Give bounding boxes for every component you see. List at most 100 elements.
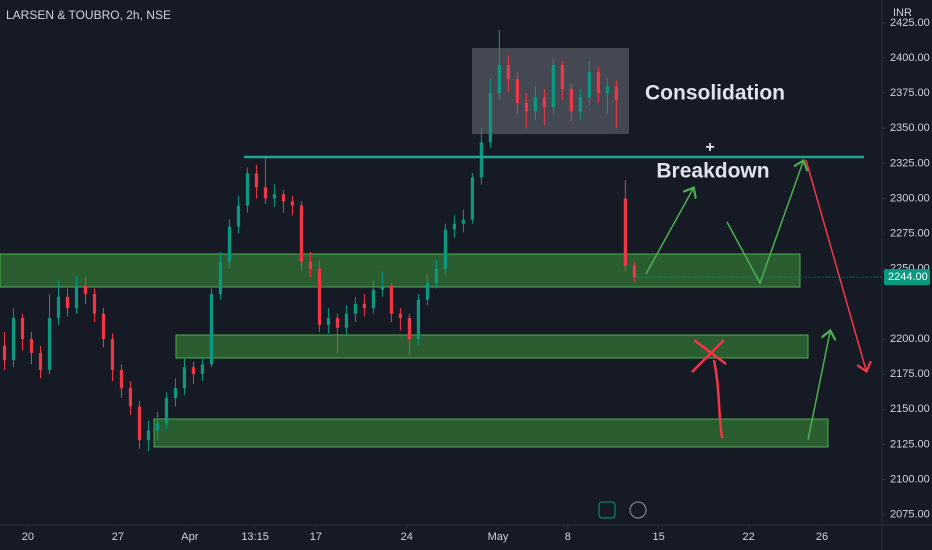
candle-body	[272, 194, 277, 199]
candle-body	[29, 338, 34, 354]
x-tick-label: 27	[112, 531, 124, 543]
candle-body	[281, 194, 286, 202]
candle-body	[407, 317, 412, 339]
candle-body	[416, 299, 421, 339]
candle-body	[128, 388, 133, 407]
currency: INR	[893, 7, 912, 19]
arrow	[805, 159, 866, 370]
candle-body	[119, 369, 124, 389]
y-tick-label: 2100.00	[890, 473, 930, 485]
candle-body	[587, 72, 591, 98]
candle-body	[236, 205, 241, 227]
candle-body	[254, 173, 259, 188]
candle-body	[74, 285, 79, 309]
candle-body	[263, 187, 268, 199]
candle-body	[218, 261, 223, 295]
candle-body	[560, 65, 564, 89]
candle-body	[209, 294, 214, 365]
cross-mark	[691, 339, 727, 439]
y-tick-label: 2375.00	[890, 87, 930, 99]
consolidation-box	[472, 48, 629, 134]
candle-body	[614, 86, 618, 101]
candle-body	[308, 261, 313, 269]
candle-body	[326, 317, 331, 325]
candle-body	[389, 285, 394, 314]
x-tick-label: 22	[743, 531, 755, 543]
arrow	[645, 189, 693, 275]
support-zone	[175, 334, 809, 359]
candle-body	[146, 430, 151, 441]
candle-body	[299, 205, 304, 262]
candle-body	[596, 72, 600, 94]
candle-body	[479, 142, 483, 178]
candle-body	[452, 223, 456, 230]
support-zone	[0, 253, 801, 288]
candle-body	[92, 294, 97, 314]
y-tick-label: 2200.00	[890, 333, 930, 345]
arrow	[726, 162, 803, 285]
candle-body	[317, 268, 322, 325]
candle-body	[461, 219, 465, 224]
y-tick-label: 2350.00	[890, 122, 930, 134]
x-tick-label: 17	[310, 531, 322, 543]
y-tick-label: 2175.00	[890, 368, 930, 380]
icon[interactable]	[629, 501, 647, 519]
candle-body	[353, 303, 358, 314]
candle-body	[110, 338, 115, 370]
candle-body	[182, 367, 187, 389]
candle-body	[137, 406, 142, 441]
candle-body	[227, 226, 232, 262]
candle-body	[434, 268, 439, 283]
last-price-box	[884, 269, 930, 286]
icon[interactable]	[598, 501, 616, 519]
candle-body	[488, 93, 492, 143]
candle-body	[335, 317, 340, 328]
drawings	[244, 155, 866, 441]
candle-body	[164, 397, 169, 424]
candle-body	[101, 313, 106, 339]
y-tick-label: 2150.00	[890, 403, 930, 415]
candle-body	[173, 388, 178, 398]
candle-body	[542, 97, 546, 108]
candle-body	[344, 313, 349, 328]
candle-body	[632, 265, 636, 278]
candle-body	[83, 285, 88, 295]
x-tick-label: 13:15	[241, 531, 269, 543]
candle-body	[425, 282, 430, 300]
candle-body	[371, 289, 376, 309]
last-price-label: 2244.00	[888, 271, 928, 283]
x-tick-label: 8	[565, 531, 571, 543]
candle-body	[515, 79, 519, 103]
x-tick-label: 24	[401, 531, 413, 543]
arrow	[807, 332, 830, 441]
x-tick-label: 20	[22, 531, 34, 543]
candle-body	[47, 317, 52, 370]
candle-body	[443, 229, 447, 269]
y-tick-label: 2275.00	[890, 228, 930, 240]
candle-body	[65, 296, 70, 309]
candles	[2, 29, 636, 452]
candle-body	[470, 177, 474, 220]
x-tick-label: 15	[653, 531, 665, 543]
candle-body	[290, 201, 295, 206]
candle-body	[380, 285, 385, 290]
candle-body	[569, 88, 573, 112]
candle-body	[506, 65, 510, 80]
candle-body	[56, 296, 61, 318]
candle-body	[497, 65, 501, 94]
candle-body	[578, 97, 582, 112]
x-tick-label: 26	[816, 531, 828, 543]
candle-body	[200, 364, 205, 375]
candle-body	[191, 367, 196, 375]
candle-body	[38, 353, 43, 370]
candle-body	[362, 303, 367, 309]
candle-body	[11, 317, 16, 361]
support-zone	[153, 418, 829, 448]
x-tick-label: May	[488, 531, 509, 543]
candle-body	[245, 173, 250, 206]
candle-body	[20, 317, 25, 339]
candle-body	[2, 346, 7, 361]
candle-body	[533, 97, 537, 112]
y-tick-label: 2425.00	[890, 17, 930, 29]
